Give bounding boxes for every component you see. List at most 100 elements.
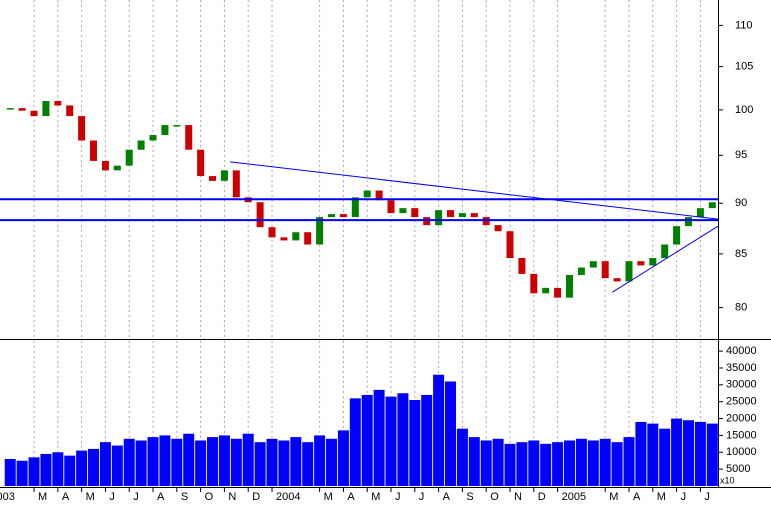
candle (411, 208, 419, 218)
volume-bar (409, 400, 421, 486)
volume-bar (468, 437, 480, 486)
candle (447, 210, 455, 218)
x-tick-label: M (86, 491, 95, 503)
volume-bar (682, 420, 694, 486)
volume-bar (218, 435, 230, 486)
candle (78, 116, 86, 141)
x-tick-label: 2004 (276, 491, 300, 503)
volume-bar (516, 442, 528, 486)
y-tick-label: 15000 (726, 429, 757, 441)
candle (708, 202, 716, 209)
volume-bar (99, 442, 111, 486)
x-tick-label: J (704, 491, 710, 503)
candle (399, 208, 407, 214)
candle (494, 225, 502, 232)
candle (363, 190, 371, 198)
candle (137, 140, 145, 150)
candle (530, 273, 538, 294)
candle (185, 125, 193, 150)
y-tick-label: 110 (735, 19, 753, 31)
volume-bar (552, 442, 564, 486)
candle (649, 258, 657, 266)
candle (268, 227, 276, 238)
x-tick-label: S (466, 491, 473, 503)
x-tick-label: A (347, 491, 355, 503)
y-tick-label: 20000 (726, 412, 757, 424)
x-tick-label: A (633, 491, 641, 503)
volume-bar (611, 442, 623, 486)
volume-bar (373, 389, 385, 486)
volume-bar (76, 450, 88, 486)
y-tick-label: 10000 (726, 446, 757, 458)
y-tick-label: 100 (735, 104, 753, 116)
volume-bar (111, 445, 123, 486)
volume-bar (706, 423, 718, 486)
x-tick-label: 2005 (562, 491, 586, 503)
x-tick-label: D (538, 491, 546, 503)
x-tick-label: A (157, 491, 165, 503)
volume-bar (242, 433, 254, 486)
x-tick-label: M (609, 491, 618, 503)
volume-bar (694, 421, 706, 486)
x-tick-label: D (252, 491, 260, 503)
candle (30, 110, 38, 117)
candle (101, 160, 109, 171)
volume-bar (563, 440, 575, 486)
candle (256, 202, 264, 228)
volume-bar (314, 435, 326, 486)
volume-bar (278, 440, 290, 486)
volume-bar (659, 428, 671, 486)
volume-bar (385, 396, 397, 486)
volume-bar (147, 437, 159, 486)
candle (42, 101, 50, 117)
volume-bar (575, 438, 587, 486)
x-tick-label: O (490, 491, 499, 503)
volume-bar (480, 440, 492, 486)
candle (54, 101, 62, 106)
volume-bar (64, 455, 76, 486)
x-tick-label: J (133, 491, 139, 503)
candle (673, 226, 681, 245)
volume-bar (540, 443, 552, 486)
candle (542, 287, 550, 294)
volume-bar (266, 438, 278, 486)
candle (518, 258, 526, 274)
candle (149, 135, 157, 141)
volume-bar (445, 381, 457, 486)
y-tick-label: 30000 (726, 379, 757, 391)
candle (613, 278, 621, 282)
y-tick-label: 105 (735, 61, 753, 73)
volume-bar (195, 440, 207, 486)
trend-line (612, 225, 719, 293)
y-tick-label: 40000 (726, 345, 757, 357)
volume-bar (159, 435, 171, 486)
y-tick-label: 35000 (726, 362, 757, 374)
candle (6, 108, 14, 110)
candle (161, 125, 169, 136)
volume-bar (492, 438, 504, 486)
candle (554, 287, 562, 298)
volume-bar (88, 448, 100, 486)
volume-bar (635, 421, 647, 486)
candle (351, 197, 359, 218)
volume-bar (647, 423, 659, 486)
volume-bar (349, 398, 361, 486)
volume-bar (183, 433, 195, 486)
x-tick-label: A (443, 491, 451, 503)
candle (113, 165, 121, 171)
candle (387, 200, 395, 214)
candle (125, 149, 133, 166)
y-tick-label: 25000 (726, 396, 757, 408)
x-tick-label: J (109, 491, 115, 503)
candle (375, 190, 383, 201)
volume-bar (16, 460, 28, 486)
candle (589, 261, 597, 268)
volume-bar (254, 442, 266, 486)
x-tick-label: 2003 (0, 491, 15, 503)
x-tick-label: M (657, 491, 666, 503)
volume-bar (504, 443, 516, 486)
volume-bar (4, 459, 16, 486)
candle (637, 261, 645, 266)
volume-bar (361, 394, 373, 486)
